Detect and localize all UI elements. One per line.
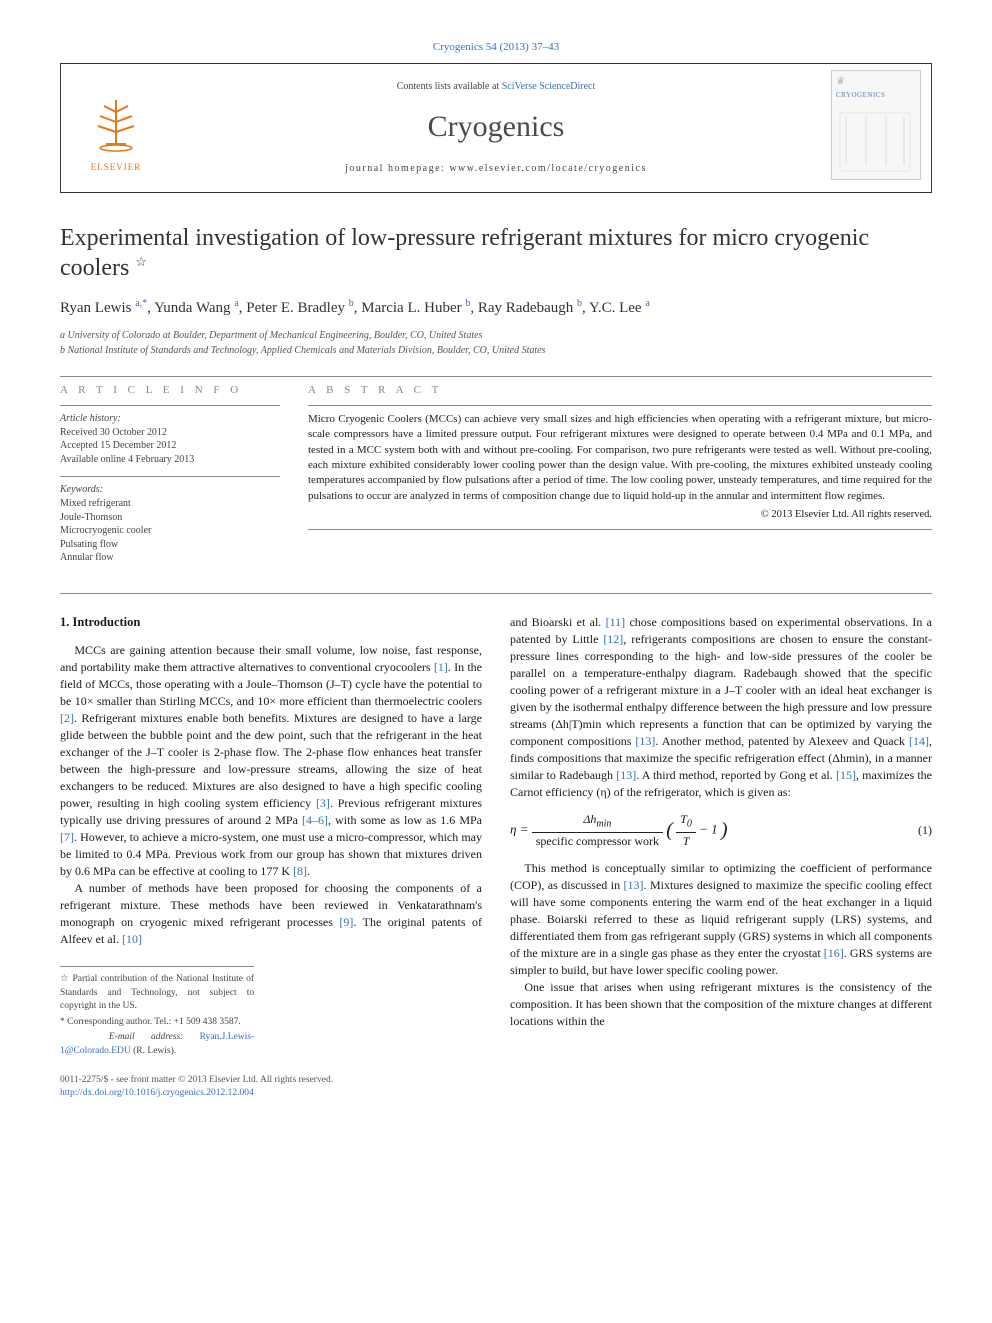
reference-link[interactable]: [13] [624, 878, 644, 892]
body-paragraph: A number of methods have been proposed f… [60, 880, 482, 948]
body-columns: 1. Introduction MCCs are gaining attenti… [60, 614, 932, 1060]
abstract-heading: A B S T R A C T [308, 383, 932, 398]
reference-link[interactable]: [13] [616, 768, 636, 782]
article-title: Experimental investigation of low-pressu… [60, 223, 932, 283]
journal-cover-cell: ♕ CRYOGENICS [821, 64, 931, 192]
reference-link[interactable]: [12] [603, 632, 623, 646]
body-paragraph: This method is conceptually similar to o… [510, 860, 932, 979]
reference-link[interactable]: [3] [316, 796, 330, 810]
elsevier-logo[interactable]: ELSEVIER [76, 83, 156, 173]
reference-link[interactable]: [4–6] [302, 813, 328, 827]
footnote-star: ☆ Partial contribution of the National I… [60, 973, 254, 1013]
paren-open: ( [666, 819, 673, 841]
eq-denominator: specific compressor work [532, 833, 663, 850]
journal-header: ELSEVIER Contents lists available at Sci… [60, 63, 932, 193]
divider [308, 529, 932, 530]
eq-lhs: η = [510, 821, 528, 836]
reference-link[interactable]: [15] [836, 768, 856, 782]
journal-name: Cryogenics [428, 106, 565, 148]
eq-fraction-2: T0 T [676, 811, 696, 850]
footer-left: 0011-2275/$ - see front matter © 2013 El… [60, 1074, 333, 1101]
accepted-date: Accepted 15 December 2012 [60, 439, 280, 453]
received-date: Received 30 October 2012 [60, 426, 280, 440]
reference-link[interactable]: [9] [339, 915, 353, 929]
reference-link[interactable]: [7] [60, 830, 74, 844]
sciencedirect-link[interactable]: SciVerse ScienceDirect [502, 81, 596, 92]
cover-crown-icon: ♕ [836, 75, 916, 89]
keyword: Pulsating flow [60, 538, 280, 552]
abstract-body: Micro Cryogenic Coolers (MCCs) can achie… [308, 412, 932, 504]
footer-line: 0011-2275/$ - see front matter © 2013 El… [60, 1074, 932, 1101]
keyword: Joule-Thomson [60, 511, 280, 525]
publisher-logo-cell: ELSEVIER [61, 64, 171, 192]
copyright-line: © 2013 Elsevier Ltd. All rights reserved… [308, 508, 932, 523]
reference-link[interactable]: [16] [824, 946, 844, 960]
equation-expression: η = Δhmin specific compressor work ( T0 … [510, 811, 728, 850]
top-citation[interactable]: Cryogenics 54 (2013) 37–43 [60, 40, 932, 55]
elsevier-tree-icon [86, 96, 146, 159]
eq-numerator: T0 [676, 811, 696, 833]
eq-denominator: T [676, 833, 696, 850]
keywords-label: Keywords: [60, 483, 280, 497]
footnote-corresponding: * Corresponding author. Tel.: +1 509 438… [60, 1016, 254, 1029]
equation-number: (1) [918, 822, 932, 839]
article-info-heading: A R T I C L E I N F O [60, 383, 280, 398]
contents-available-line: Contents lists available at SciVerse Sci… [397, 80, 596, 94]
reference-link[interactable]: [11] [606, 615, 626, 629]
title-footnote-marker[interactable]: ☆ [135, 254, 147, 269]
reference-link[interactable]: [8] [293, 864, 307, 878]
affiliation-a: a University of Colorado at Boulder, Dep… [60, 329, 932, 343]
affiliation-b: b National Institute of Standards and Te… [60, 344, 932, 358]
abstract: A B S T R A C T Micro Cryogenic Coolers … [308, 383, 932, 564]
reference-link[interactable]: [13] [635, 734, 655, 748]
eq-tail: − 1 [699, 821, 718, 836]
footnotes: ☆ Partial contribution of the National I… [60, 966, 254, 1058]
history-label: Article history: [60, 412, 280, 426]
reference-link[interactable]: [2] [60, 711, 74, 725]
keyword: Microcryogenic cooler [60, 524, 280, 538]
reference-link[interactable]: [1] [434, 660, 448, 674]
online-date: Available online 4 February 2013 [60, 453, 280, 467]
author-list: Ryan Lewis a,*, Yunda Wang a, Peter E. B… [60, 297, 932, 319]
homepage-url[interactable]: www.elsevier.com/locate/cryogenics [449, 163, 647, 174]
front-matter-line: 0011-2275/$ - see front matter © 2013 El… [60, 1074, 333, 1087]
eq-numerator: Δhmin [532, 811, 663, 833]
divider [60, 376, 932, 377]
equation-1: η = Δhmin specific compressor work ( T0 … [510, 811, 932, 850]
article-info: A R T I C L E I N F O Article history: R… [60, 383, 280, 564]
keyword: Annular flow [60, 551, 280, 565]
publisher-name: ELSEVIER [91, 161, 142, 174]
email-tail: (R. Lewis). [131, 1046, 176, 1056]
section-heading: 1. Introduction [60, 614, 482, 632]
journal-cover-thumbnail[interactable]: ♕ CRYOGENICS [831, 70, 921, 180]
reference-link[interactable]: [10] [122, 932, 142, 946]
homepage-prefix: journal homepage: [345, 163, 449, 174]
body-paragraph: One issue that arises when using refrige… [510, 979, 932, 1030]
footnote-email-line: E-mail address: Ryan.J.Lewis-1@Colorado.… [60, 1031, 254, 1058]
divider [308, 405, 932, 406]
body-paragraph: and Bioarski et al. [11] chose compositi… [510, 614, 932, 801]
email-label: E-mail address: [109, 1032, 200, 1042]
body-paragraph: MCCs are gaining attention because their… [60, 642, 482, 880]
reference-link[interactable]: [14] [909, 734, 929, 748]
affiliations: a University of Colorado at Boulder, Dep… [60, 329, 932, 358]
paren-close: ) [721, 819, 728, 841]
divider [60, 476, 280, 477]
journal-homepage-line: journal homepage: www.elsevier.com/locat… [345, 162, 647, 176]
divider [60, 593, 932, 594]
cover-title: CRYOGENICS [836, 91, 916, 101]
doi-link[interactable]: http://dx.doi.org/10.1016/j.cryogenics.2… [60, 1087, 333, 1100]
title-text: Experimental investigation of low-pressu… [60, 225, 869, 281]
eq-fraction-1: Δhmin specific compressor work [532, 811, 663, 850]
divider [60, 405, 280, 406]
contents-prefix: Contents lists available at [397, 81, 502, 92]
keyword: Mixed refrigerant [60, 497, 280, 511]
info-abstract-row: A R T I C L E I N F O Article history: R… [60, 383, 932, 564]
header-center: Contents lists available at SciVerse Sci… [171, 64, 821, 192]
